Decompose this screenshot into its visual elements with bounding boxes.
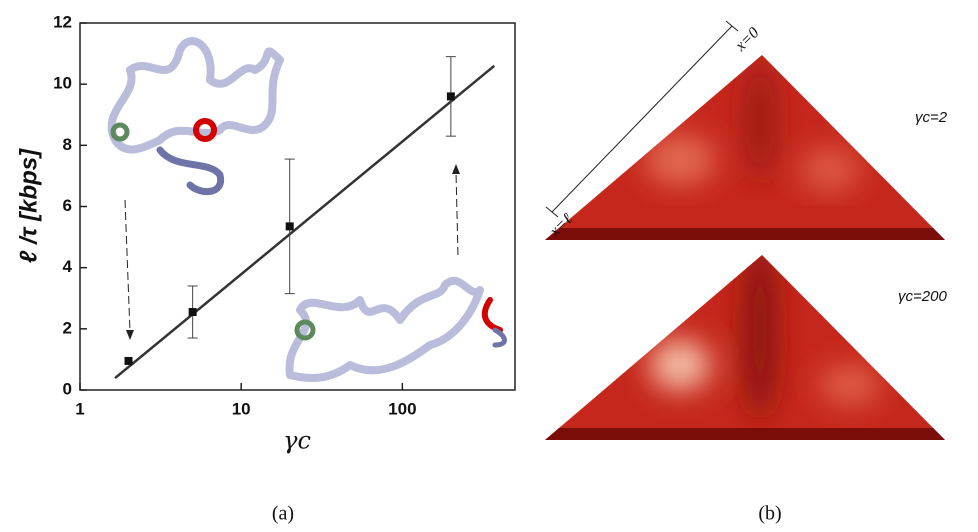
inset-polymers	[112, 41, 505, 378]
heatmap	[540, 50, 950, 245]
point	[286, 222, 294, 230]
y-tick-label: 8	[63, 135, 72, 154]
point	[447, 92, 455, 100]
y-tick-label: 4	[63, 257, 73, 276]
x-axis-label: γc	[283, 427, 311, 455]
caption: (a)	[272, 503, 294, 525]
arrow-head	[126, 330, 134, 340]
y-tick-label: 0	[63, 379, 72, 398]
x-tick-label: 100	[388, 399, 416, 418]
y-tick-label: 10	[53, 74, 72, 93]
map-label: γc=2	[915, 109, 948, 126]
caption: (b)	[758, 503, 781, 525]
x-tick-label: 10	[232, 399, 251, 418]
arrow-head	[452, 164, 460, 174]
point	[189, 308, 197, 316]
heatmap	[540, 240, 950, 445]
map-label: γc=200	[898, 288, 947, 305]
figure: ℓ /τ [kbps] γc x=0 x=ℓ γc=2 γc=200 (a) (…	[0, 0, 978, 532]
y-tick-label: 6	[63, 196, 72, 215]
y-tick-label: 2	[63, 318, 72, 337]
x-tick-label: 1	[75, 399, 84, 418]
point	[125, 357, 133, 365]
y-axis-label: ℓ /τ [kbps]	[15, 148, 42, 263]
y-tick-label: 12	[53, 12, 72, 31]
